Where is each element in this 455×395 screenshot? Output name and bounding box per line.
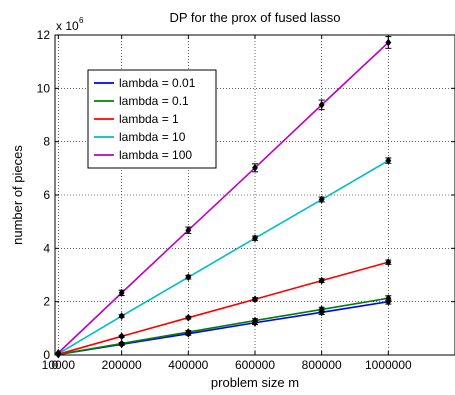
- data-point: [185, 273, 192, 282]
- data-point: [118, 339, 125, 348]
- x-axis-label: problem size m: [211, 375, 299, 390]
- series-layer: [55, 36, 392, 359]
- data-point: [385, 38, 392, 47]
- x-tick-label: 10000: [42, 358, 76, 372]
- data-point: [55, 348, 62, 357]
- y-tick-label: 4: [43, 241, 50, 255]
- legend-label: lambda = 0.01: [119, 76, 196, 90]
- x-tick-label: 800000: [302, 358, 342, 372]
- legend-box: [87, 69, 217, 169]
- series-line: [58, 261, 389, 355]
- data-point: [118, 332, 125, 341]
- y-tick-label: 12: [37, 28, 51, 42]
- y-multiplier-label: x 10 6: [56, 16, 84, 33]
- y-multiplier-base: x 10: [56, 19, 79, 33]
- y-axis-label: number of pieces: [10, 145, 25, 245]
- x-tick-label: 0: [52, 358, 59, 372]
- legend-label: lambda = 1: [119, 112, 179, 126]
- y-tick-label: 6: [43, 188, 50, 202]
- data-point: [318, 305, 325, 314]
- data-point: [385, 294, 392, 303]
- data-point: [318, 195, 325, 204]
- series-lambda-0-1: [55, 294, 392, 359]
- series-line: [57, 159, 389, 355]
- data-point: [385, 258, 392, 267]
- data-point: [318, 276, 325, 285]
- data-point: [385, 156, 392, 165]
- data-point: [252, 163, 258, 172]
- chart-title: DP for the prox of fused lasso: [169, 10, 340, 25]
- series-lambda-1: [55, 258, 392, 359]
- series-line: [57, 41, 389, 354]
- y-multiplier-exponent: 6: [79, 16, 84, 25]
- y-tick-label: 10: [37, 81, 51, 95]
- data-point: [118, 288, 125, 297]
- x-tick-label: 600000: [235, 358, 275, 372]
- y-tick-label: 0: [43, 348, 50, 362]
- legend-label: lambda = 0.1: [119, 94, 189, 108]
- data-point: [318, 100, 325, 109]
- data-point: [185, 226, 192, 235]
- x-tick-label: 200000: [102, 358, 142, 372]
- x-tick-label: 1000000: [365, 358, 412, 372]
- legend: lambda = 0.01 lambda = 0.1 lambda = 1 lambd…: [87, 69, 217, 169]
- data-point: [118, 312, 125, 320]
- x-tick-label: 400000: [168, 358, 208, 372]
- data-point: [252, 234, 258, 243]
- series-line: [58, 297, 389, 356]
- data-point: [185, 313, 192, 322]
- data-point: [185, 328, 192, 336]
- y-tick-label: 8: [43, 135, 50, 149]
- series-lambda-100: [55, 36, 392, 357]
- legend-label: lambda = 10: [119, 130, 186, 144]
- data-point: [252, 295, 258, 304]
- data-point: [252, 316, 258, 325]
- legend-label: lambda = 100: [119, 148, 192, 162]
- y-tick-label: 2: [43, 295, 50, 309]
